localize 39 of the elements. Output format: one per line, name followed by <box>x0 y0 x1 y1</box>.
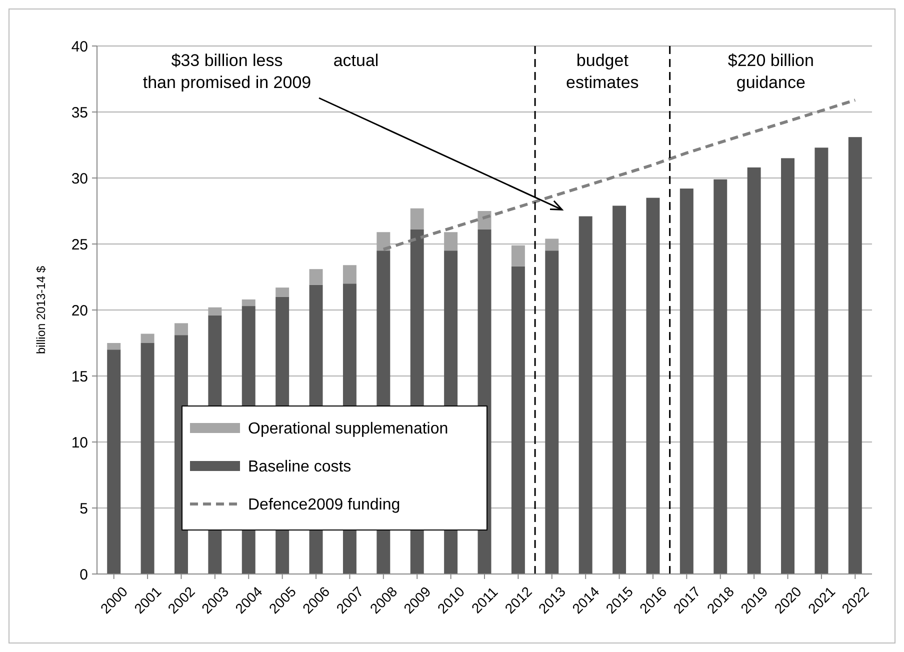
y-axis-title: billion 2013-14 $ <box>34 266 48 354</box>
y-tick-label: 30 <box>71 170 88 188</box>
bar <box>545 250 559 574</box>
bar <box>174 323 188 336</box>
bar <box>680 188 694 574</box>
bar <box>646 198 660 574</box>
annotation: budget estimates <box>566 51 639 92</box>
bar <box>276 288 290 297</box>
legend-label: Defence2009 funding <box>248 496 400 514</box>
annotation: $33 billion less than promised in 2009 <box>142 51 312 92</box>
bar <box>107 350 121 574</box>
legend-label: Operational supplemenation <box>248 420 448 438</box>
y-tick-label: 5 <box>80 500 88 518</box>
bar <box>342 265 356 284</box>
y-tick-label: 10 <box>71 434 88 452</box>
bar <box>140 334 154 343</box>
y-tick-label: 35 <box>71 104 88 122</box>
y-tick-label: 15 <box>71 368 88 386</box>
bar <box>140 343 154 574</box>
y-tick-label: 40 <box>71 38 88 56</box>
y-tick-label: 0 <box>80 566 88 584</box>
bar <box>612 206 626 574</box>
bar <box>410 208 424 230</box>
bar <box>714 179 728 574</box>
bar <box>747 167 761 574</box>
bar <box>309 269 323 285</box>
bar <box>578 216 592 574</box>
bar <box>848 137 862 574</box>
annotation: $220 billion guidance <box>728 51 814 92</box>
y-tick-label: 25 <box>71 236 88 254</box>
legend-label: Baseline costs <box>248 458 352 476</box>
bar <box>781 158 794 574</box>
bar <box>814 148 828 574</box>
annotation: actual <box>333 51 379 70</box>
line-series <box>382 98 857 251</box>
bar <box>511 266 525 574</box>
bar <box>242 299 256 306</box>
y-tick-label: 20 <box>71 302 88 320</box>
bar <box>107 343 121 350</box>
